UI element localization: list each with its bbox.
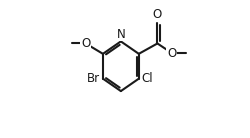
Text: O: O — [153, 8, 162, 21]
Text: O: O — [81, 37, 90, 50]
Text: N: N — [116, 28, 125, 41]
Text: Br: Br — [87, 72, 101, 85]
Text: Cl: Cl — [141, 72, 153, 85]
Text: O: O — [167, 47, 176, 60]
